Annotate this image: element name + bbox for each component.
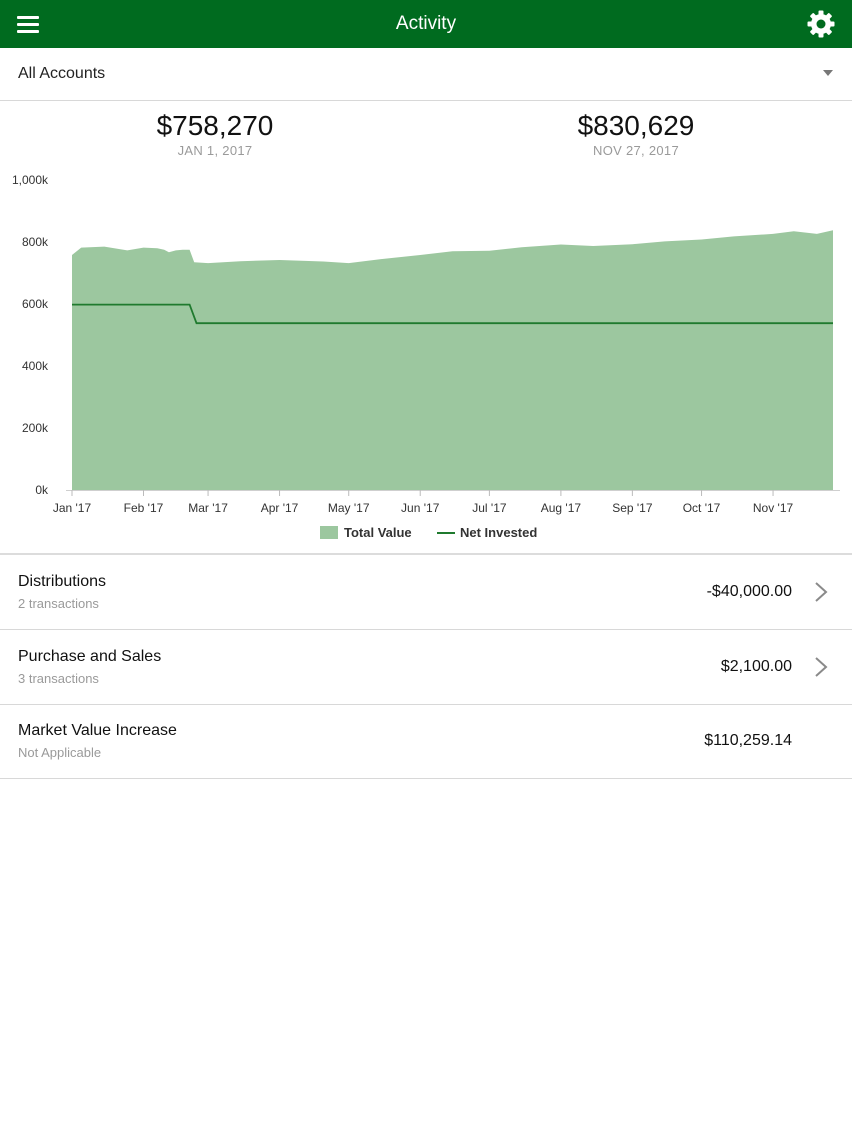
start-value-summary: $758,270 JAN 1, 2017 [65, 110, 365, 158]
row-amount: $110,259.14 [704, 732, 792, 749]
market-value-increase-row: Market Value Increase Not Applicable $11… [0, 704, 852, 779]
row-title: Distributions [18, 573, 107, 590]
x-tick-label: Sep '17 [612, 501, 653, 515]
chevron-down-icon[interactable] [823, 70, 833, 76]
activity-chart: 0k 200k 400k 600k 800k 1,000k Jan '17 Feb '17 Ma… [12, 173, 840, 540]
y-tick-label: 0k [35, 483, 49, 497]
chevron-right-icon[interactable] [812, 581, 830, 603]
hamburger-menu-icon[interactable] [14, 10, 44, 38]
row-subtitle: Not Applicable [18, 745, 102, 760]
x-tick-label: Nov '17 [753, 501, 794, 515]
divider [0, 553, 852, 555]
legend-label-net-invested: Net Invested [460, 525, 537, 540]
total-value-area [72, 230, 833, 490]
x-tick-label: Feb '17 [124, 501, 164, 515]
end-value: $830,629 [577, 110, 695, 141]
x-tick-label: Apr '17 [261, 501, 299, 515]
end-date: NOV 27, 2017 [593, 143, 679, 158]
top-app-bar: Activity [0, 0, 852, 48]
net-invested-line [72, 303, 833, 325]
x-tick-label: Jan '17 [53, 501, 92, 515]
start-value: $758,270 [156, 110, 274, 141]
x-tick-label: Jul '17 [472, 501, 507, 515]
x-tick-label: Aug '17 [541, 501, 582, 515]
x-tick-label: Mar '17 [188, 501, 228, 515]
y-tick-label: 400k [22, 359, 49, 373]
row-title: Purchase and Sales [18, 648, 162, 665]
purchase-and-sales-row[interactable]: Purchase and Sales 3 transactions $2,100… [0, 630, 852, 705]
row-subtitle: 3 transactions [18, 671, 99, 686]
distributions-row[interactable]: Distributions 2 transactions -$40,000.00 [0, 555, 852, 630]
x-tick-label: May '17 [328, 501, 370, 515]
legend-swatch-total-value [320, 526, 338, 539]
chevron-right-icon[interactable] [812, 656, 830, 678]
y-tick-label: 800k [22, 235, 49, 249]
x-tick-label: Jun '17 [401, 501, 440, 515]
row-amount: -$40,000.00 [706, 583, 792, 600]
page-title: Activity [395, 13, 457, 34]
y-tick-label: 200k [22, 421, 49, 435]
y-tick-label: 1,000k [12, 173, 49, 187]
row-title: Market Value Increase [18, 722, 177, 739]
legend-label-total-value: Total Value [344, 525, 412, 540]
y-tick-label: 600k [22, 297, 49, 311]
x-tick-label: Oct '17 [683, 501, 721, 515]
gear-icon[interactable] [805, 8, 837, 40]
row-amount: $2,100.00 [720, 658, 792, 675]
account-selector[interactable]: All Accounts [0, 48, 852, 101]
end-value-summary: $830,629 NOV 27, 2017 [486, 110, 786, 158]
account-selector-label: All Accounts [18, 65, 106, 82]
row-subtitle: 2 transactions [18, 596, 99, 611]
start-date: JAN 1, 2017 [177, 143, 253, 158]
